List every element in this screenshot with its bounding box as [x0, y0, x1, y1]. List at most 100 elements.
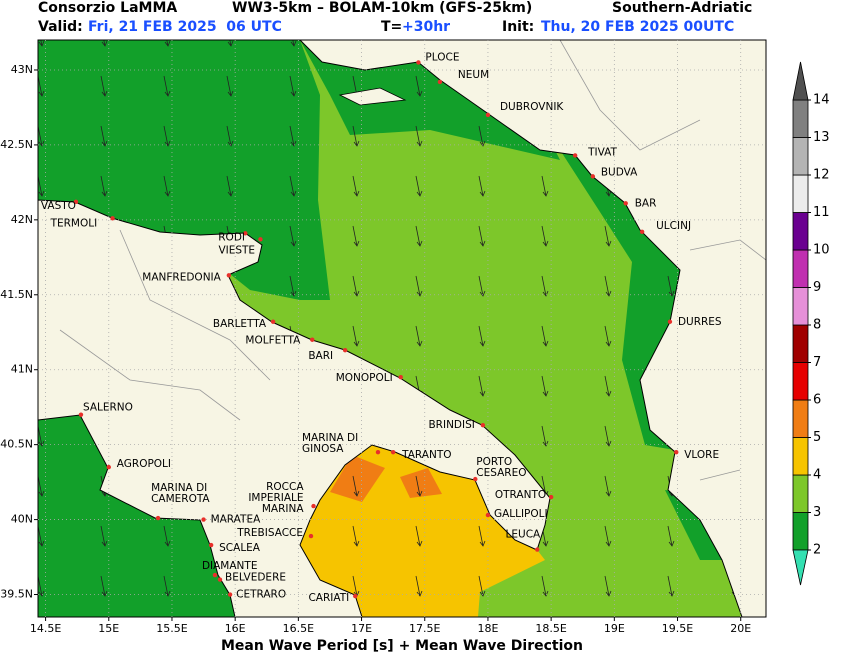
map-field [38, 40, 766, 617]
city-marker [212, 572, 218, 578]
city-label: GALLIPOLI [494, 508, 548, 520]
city-label: BELVEDERE [225, 572, 286, 584]
italy-land [38, 40, 551, 617]
city-label: BUDVA [601, 166, 638, 178]
city-marker [226, 273, 232, 278]
city-label: GINOSA [302, 443, 344, 455]
y-tick-label: 40N [11, 513, 33, 526]
city-marker [201, 517, 206, 522]
y-tick-label: 41N [11, 363, 33, 376]
city-label: BRINDISI [428, 419, 474, 431]
city-marker [353, 593, 358, 599]
colorbar-band [792, 474, 809, 513]
city-marker [667, 319, 673, 324]
city-label: IMPERIALE [248, 492, 303, 504]
city-marker [674, 449, 679, 455]
city-marker [258, 237, 263, 242]
city-label: LEUCA [506, 529, 542, 541]
city-marker [572, 153, 578, 158]
colorbar-band [792, 249, 809, 288]
y-tick-label: 42.5N [0, 138, 33, 151]
x-tick-label: 15.5E [156, 622, 187, 635]
colorbar-tick-label: 2 [813, 543, 821, 558]
x-tick-label: 15E [98, 622, 119, 635]
city-label: CARIATI [308, 592, 349, 604]
colorbar-tick-label: 11 [813, 205, 830, 220]
city-marker [310, 337, 315, 342]
borders [59, 40, 766, 481]
city-label: VASTO [41, 200, 76, 212]
x-tick-label: 17E [351, 622, 372, 635]
city-marker [548, 494, 554, 500]
city-label: TREBISACCE [236, 527, 303, 539]
city-label: PLOCE [425, 51, 459, 63]
city-label: ULCINJ [656, 220, 691, 232]
city-label: VIESTE [218, 244, 255, 256]
x-tick-label: 16.5E [283, 622, 314, 635]
colorbar-band [792, 287, 809, 326]
city-label: NEUM [458, 69, 489, 81]
x-tick-label: 16E [225, 622, 246, 635]
city-marker [416, 60, 421, 65]
city-label: MOLFETTA [245, 335, 301, 347]
colorbar-band [792, 99, 809, 138]
y-tick-label: 39.5N [0, 588, 33, 601]
city-label: TERMOLI [50, 217, 98, 229]
city-label: BARI [308, 350, 333, 362]
city-marker [311, 503, 316, 509]
colorbar-band [792, 399, 809, 438]
city-label: OTRANTO [495, 489, 546, 501]
city-marker [590, 174, 596, 179]
city-label: CESAREO [476, 467, 526, 479]
y-tick-label: 43N [11, 63, 33, 76]
colorbar-band [792, 212, 809, 251]
city-marker [106, 464, 111, 470]
city-label: MARINA DI [151, 482, 207, 494]
city-label: PORTO [476, 456, 512, 468]
city-marker [270, 319, 276, 324]
city-label: MANFREDONIA [142, 271, 221, 283]
colorbar-tick-label: 9 [813, 280, 821, 295]
city-marker [480, 422, 486, 428]
y-tick-label: 42N [11, 213, 33, 226]
colorbar-tick-label: 12 [813, 168, 830, 183]
city-marker [110, 216, 115, 221]
city-marker [375, 449, 381, 455]
city-label: ROCCA [266, 481, 304, 493]
colorbar-band [792, 324, 809, 363]
x-tick-label: 18E [477, 622, 498, 635]
city-marker [437, 79, 443, 85]
colorbar-tick-label: 8 [813, 318, 821, 333]
city-label: DUBROVNIK [500, 101, 564, 113]
city-label: DIAMANTE [202, 560, 258, 572]
colorbar-band [792, 437, 809, 476]
city-marker [155, 515, 161, 521]
city-label: TARANTO [401, 449, 451, 461]
colorbar-under [792, 549, 809, 586]
city-marker [342, 348, 348, 353]
x-tick-label: 20E [730, 622, 751, 635]
init-label: Init: [502, 19, 534, 35]
city-label: VLORE [684, 449, 719, 461]
city-marker [535, 547, 540, 552]
city-marker [73, 199, 79, 205]
city-marker [485, 112, 491, 118]
x-tick-label: 14.5E [30, 622, 61, 635]
colorbar-tick-label: 6 [813, 393, 821, 408]
balkan-land [299, 40, 766, 617]
colorbar-over [792, 61, 809, 101]
city-label: CAMEROTA [151, 493, 210, 505]
model: WW3-5km – BOLAM-10km (GFS-25km) [232, 0, 532, 16]
city-label: CETRARO [236, 589, 286, 601]
lead-time: +30hr [402, 19, 450, 35]
colorbar-tick-label: 5 [813, 430, 821, 445]
y-tick-label: 40.5N [0, 438, 33, 451]
city-label: MONOPOLI [336, 372, 393, 384]
city-label: SCALEA [219, 542, 261, 554]
colorbar-tick-label: 10 [813, 243, 830, 258]
city-marker [243, 231, 248, 236]
island [338, 87, 407, 106]
x-tick-label: 18.5E [535, 622, 566, 635]
city-marker [208, 542, 214, 548]
